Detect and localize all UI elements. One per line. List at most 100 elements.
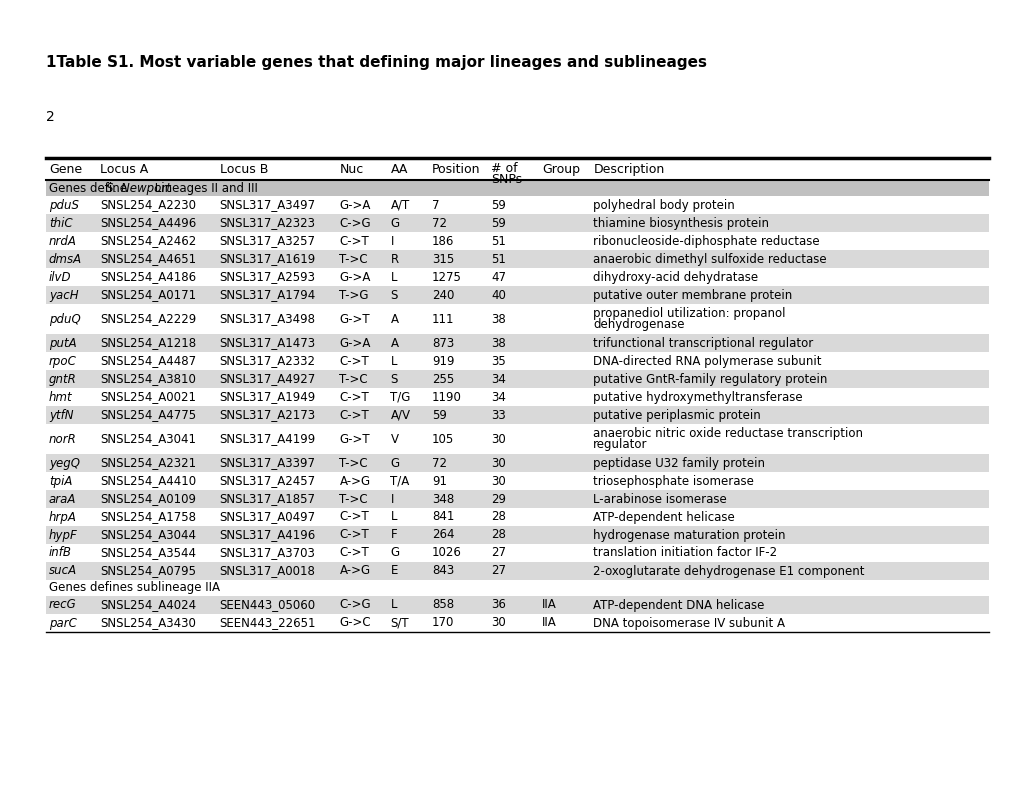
Text: SNSL254_A4775: SNSL254_A4775 [100, 408, 196, 422]
Text: 59: 59 [431, 408, 446, 422]
Text: Gene: Gene [49, 162, 82, 176]
Text: L-arabinose isomerase: L-arabinose isomerase [593, 492, 727, 505]
Text: ytfN: ytfN [49, 408, 73, 422]
Text: SNSL317_A1794: SNSL317_A1794 [219, 288, 316, 302]
Text: S: S [390, 373, 397, 385]
Text: Description: Description [593, 162, 664, 176]
Text: C->T: C->T [339, 235, 369, 247]
Text: G: G [390, 547, 399, 559]
Text: S. Newport: S. Newport [106, 181, 171, 195]
Text: C->T: C->T [339, 408, 369, 422]
Text: trifunctional transcriptional regulator: trifunctional transcriptional regulator [593, 336, 813, 350]
Bar [46, 472, 988, 490]
Text: L: L [390, 355, 396, 367]
Text: gntR: gntR [49, 373, 76, 385]
Text: T->C: T->C [339, 252, 368, 266]
Text: L: L [390, 599, 396, 611]
Text: sucA: sucA [49, 564, 77, 578]
Text: SNSL254_A2230: SNSL254_A2230 [100, 199, 196, 211]
Text: 843: 843 [431, 564, 453, 578]
Text: 33: 33 [491, 408, 505, 422]
Text: S/T: S/T [390, 616, 409, 630]
Text: translation initiation factor IF-2: translation initiation factor IF-2 [593, 547, 776, 559]
Text: SNSL254_A0795: SNSL254_A0795 [100, 564, 196, 578]
Text: SNSL317_A4199: SNSL317_A4199 [219, 433, 316, 445]
Text: 348: 348 [431, 492, 453, 505]
Text: Genes define: Genes define [49, 181, 130, 195]
Text: SNSL317_A3497: SNSL317_A3497 [219, 199, 316, 211]
Text: DNA-directed RNA polymerase subunit: DNA-directed RNA polymerase subunit [593, 355, 821, 367]
Text: I: I [390, 492, 393, 505]
Text: putative hydroxymethyltransferase: putative hydroxymethyltransferase [593, 391, 802, 403]
Text: 34: 34 [491, 391, 505, 403]
Text: 30: 30 [491, 433, 505, 445]
Text: putA: putA [49, 336, 76, 350]
Text: SNSL254_A0109: SNSL254_A0109 [100, 492, 196, 505]
Text: SNSL317_A3498: SNSL317_A3498 [219, 313, 315, 325]
Bar [46, 286, 988, 304]
Text: T->C: T->C [339, 373, 368, 385]
Text: C->G: C->G [339, 217, 371, 229]
Bar [46, 232, 988, 250]
Text: 1275: 1275 [431, 270, 462, 284]
Text: SEEN443_22651: SEEN443_22651 [219, 616, 316, 630]
Text: L: L [390, 270, 396, 284]
Text: dehydrogenase: dehydrogenase [593, 318, 684, 331]
Text: SNSL317_A0497: SNSL317_A0497 [219, 511, 316, 523]
Text: 1026: 1026 [431, 547, 462, 559]
Text: A: A [390, 313, 398, 325]
Bar [46, 268, 988, 286]
Bar [46, 562, 988, 580]
Text: SNSL254_A2462: SNSL254_A2462 [100, 235, 196, 247]
Bar [46, 596, 988, 614]
Text: ilvD: ilvD [49, 270, 71, 284]
Text: I: I [390, 235, 393, 247]
Text: Nuc: Nuc [339, 162, 364, 176]
Text: A/T: A/T [390, 199, 410, 211]
Text: 59: 59 [491, 217, 505, 229]
Text: SNSL254_A1758: SNSL254_A1758 [100, 511, 196, 523]
Text: SNSL254_A3544: SNSL254_A3544 [100, 547, 196, 559]
Text: Locus B: Locus B [219, 162, 268, 176]
Text: 105: 105 [431, 433, 453, 445]
Text: SNSL317_A4196: SNSL317_A4196 [219, 529, 316, 541]
Text: ATP-dependent helicase: ATP-dependent helicase [593, 511, 735, 523]
Text: parC: parC [49, 616, 76, 630]
Text: SNSL254_A0171: SNSL254_A0171 [100, 288, 196, 302]
Text: SNSL254_A0021: SNSL254_A0021 [100, 391, 196, 403]
Text: C->T: C->T [339, 511, 369, 523]
Text: peptidase U32 family protein: peptidase U32 family protein [593, 456, 764, 470]
Text: 35: 35 [491, 355, 505, 367]
Text: AA: AA [390, 162, 408, 176]
Text: 59: 59 [491, 199, 505, 211]
Text: 186: 186 [431, 235, 453, 247]
Text: 91: 91 [431, 474, 446, 488]
Text: 7: 7 [431, 199, 439, 211]
Text: 170: 170 [431, 616, 453, 630]
Text: G->T: G->T [339, 433, 370, 445]
Text: 28: 28 [491, 529, 505, 541]
Text: yacH: yacH [49, 288, 78, 302]
Text: SNSL317_A3703: SNSL317_A3703 [219, 547, 315, 559]
Text: 51: 51 [491, 252, 505, 266]
Text: A/V: A/V [390, 408, 410, 422]
Text: yegQ: yegQ [49, 456, 79, 470]
Text: 27: 27 [491, 564, 505, 578]
Text: Group: Group [542, 162, 580, 176]
Text: SNSL317_A1949: SNSL317_A1949 [219, 391, 316, 403]
Text: 30: 30 [491, 456, 505, 470]
Text: 2-oxoglutarate dehydrogenase E1 component: 2-oxoglutarate dehydrogenase E1 componen… [593, 564, 864, 578]
Text: Position: Position [431, 162, 480, 176]
Text: SNSL254_A3430: SNSL254_A3430 [100, 616, 196, 630]
Text: SNSL317_A2593: SNSL317_A2593 [219, 270, 315, 284]
Text: SNSL317_A4927: SNSL317_A4927 [219, 373, 316, 385]
Text: ribonucleoside-diphosphate reductase: ribonucleoside-diphosphate reductase [593, 235, 819, 247]
Text: putative periplasmic protein: putative periplasmic protein [593, 408, 760, 422]
Text: 51: 51 [491, 235, 505, 247]
Text: 72: 72 [431, 217, 446, 229]
Text: SEEN443_05060: SEEN443_05060 [219, 599, 316, 611]
Bar [46, 424, 988, 454]
Text: SNSL317_A3397: SNSL317_A3397 [219, 456, 315, 470]
Text: G->C: G->C [339, 616, 371, 630]
Bar [46, 580, 988, 596]
